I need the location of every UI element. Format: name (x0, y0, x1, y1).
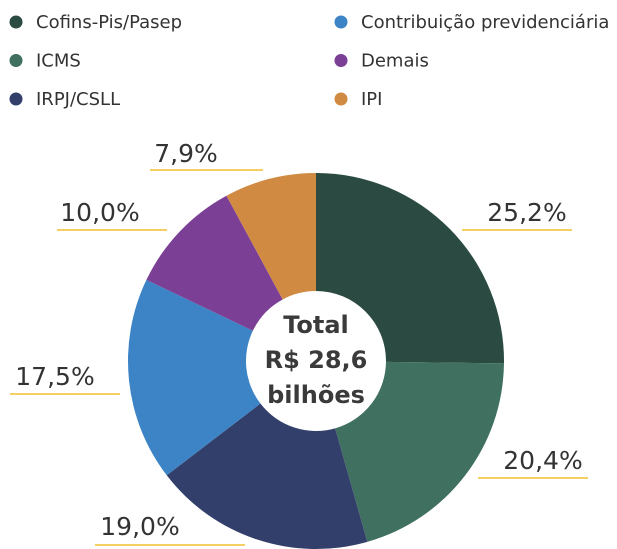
slice (335, 361, 504, 542)
legend-swatch (334, 54, 348, 67)
legend-label: IPI (361, 89, 382, 110)
legend-swatch (9, 92, 23, 106)
slice (146, 195, 283, 331)
slice (128, 279, 261, 476)
center-label: R$ 28,6 (265, 346, 368, 374)
value-label: 7,9% (154, 139, 218, 168)
legend-swatch (9, 54, 23, 67)
legend-swatch (334, 92, 348, 106)
legend-label: Demais (361, 51, 429, 72)
center-label: Total (283, 311, 349, 339)
legend-swatch (9, 15, 23, 29)
legend-label: Contribuição previdenciária (361, 12, 609, 33)
center-label: bilhões (267, 381, 365, 409)
legend-swatch (334, 15, 348, 29)
value-label: 25,2% (487, 198, 566, 227)
slice (316, 173, 504, 364)
slice (166, 403, 368, 549)
slice (226, 173, 316, 300)
legend-label: Cofins-Pis/Pasep (36, 12, 182, 33)
value-label: 19,0% (100, 512, 179, 541)
legend-label: ICMS (36, 51, 81, 72)
value-label: 17,5% (15, 362, 94, 391)
value-label: 20,4% (503, 446, 582, 475)
value-label: 10,0% (60, 198, 139, 227)
legend-label: IRPJ/CSLL (36, 89, 120, 110)
